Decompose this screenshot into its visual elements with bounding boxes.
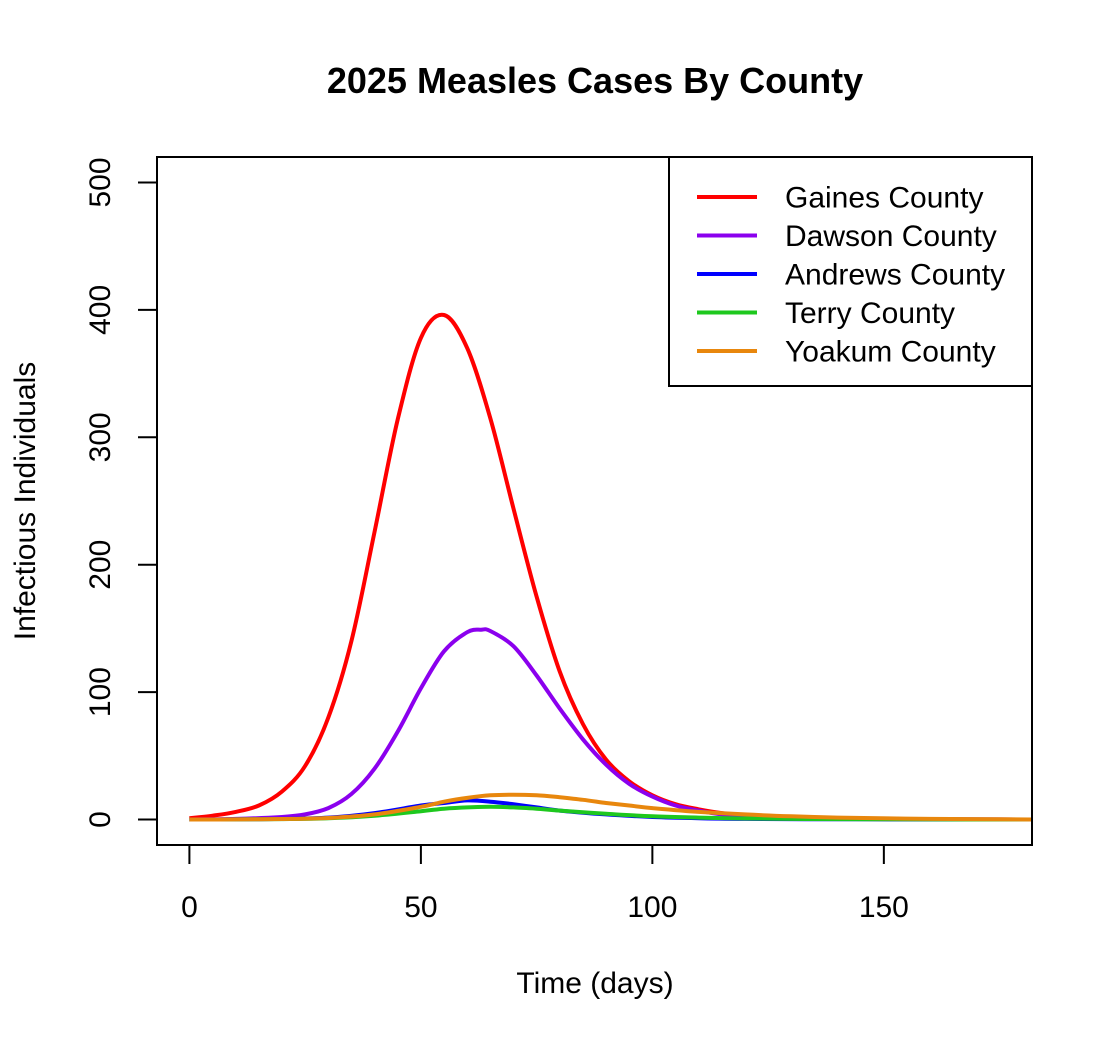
legend-label-0: Gaines County	[785, 182, 983, 215]
y-tick-label: 0	[84, 811, 117, 828]
y-tick-label: 300	[84, 412, 117, 462]
y-axis-label: Infectious Individuals	[9, 362, 42, 641]
chart-title: 2025 Measles Cases By County	[327, 60, 863, 101]
x-tick-label: 0	[181, 891, 198, 924]
x-tick-label: 150	[859, 891, 909, 924]
x-axis-label: Time (days)	[516, 967, 673, 1000]
legend: Gaines County Dawson County Andrews County…	[668, 156, 1033, 387]
x-tick-label: 100	[627, 891, 677, 924]
y-tick-label: 200	[84, 540, 117, 590]
legend-label-1: Dawson County	[785, 220, 997, 253]
series-line-0	[189, 312, 1033, 822]
series-line-1	[189, 627, 1033, 822]
x-tick-label: 50	[404, 891, 437, 924]
legend-label-2: Andrews County	[785, 259, 1005, 292]
y-tick-label: 500	[84, 157, 117, 207]
series-lines	[189, 312, 1033, 822]
y-tick-label: 400	[84, 285, 117, 335]
legend-label-3: Terry County	[785, 297, 955, 330]
series-line-4	[189, 792, 1033, 822]
axes: 0 50 100 150 0 100 200 300 400 500	[84, 157, 909, 924]
legend-label-4: Yoakum County	[785, 336, 996, 369]
y-tick-label: 100	[84, 667, 117, 717]
